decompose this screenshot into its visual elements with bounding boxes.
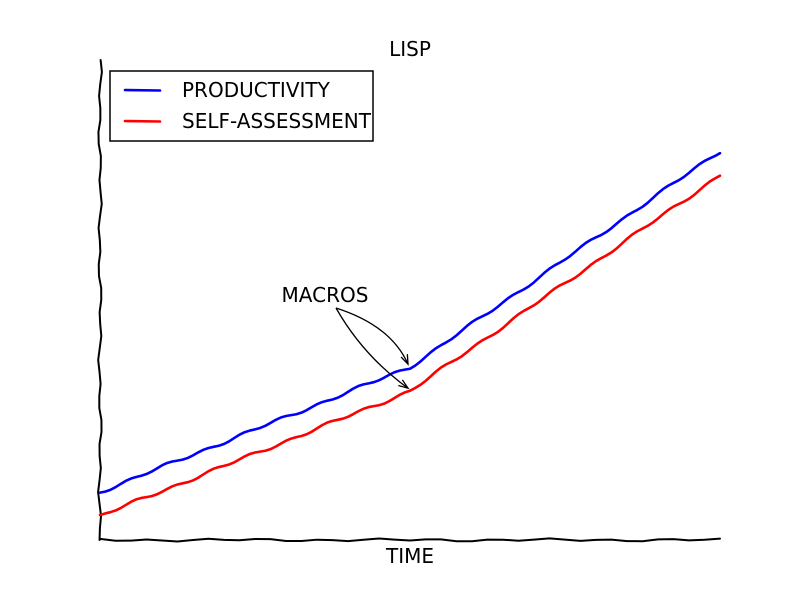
annotation-arrowhead-self-assessment: [398, 379, 410, 390]
legend: PRODUCTIVITY SELF-ASSESSMENT: [109, 70, 374, 142]
annotation-layer: MACROS: [282, 283, 410, 390]
y-axis-line: [97, 59, 103, 541]
legend-swatch-productivity: [123, 88, 162, 92]
series-layer: [98, 151, 722, 517]
legend-label-self-assessment: SELF-ASSESSMENT: [182, 109, 372, 133]
chart-title: LISP: [389, 37, 431, 61]
annotation-arrow-self-assessment: [335, 307, 409, 389]
legend-swatch-self-assessment: [123, 119, 162, 123]
series-line-self-assessment: [98, 174, 722, 517]
x-axis-label: TIME: [385, 544, 434, 568]
annotation-macros-text: MACROS: [282, 283, 369, 307]
annotation-arrow-productivity: [335, 307, 409, 365]
annotation-arrowhead-productivity: [400, 354, 409, 366]
axes: [97, 59, 721, 543]
x-axis-line: [99, 537, 721, 543]
legend-box: [109, 70, 374, 142]
series-line-productivity: [98, 151, 722, 494]
legend-label-productivity: PRODUCTIVITY: [182, 78, 331, 102]
